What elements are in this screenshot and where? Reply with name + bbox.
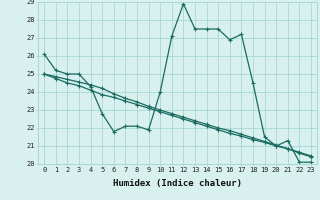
X-axis label: Humidex (Indice chaleur): Humidex (Indice chaleur) xyxy=(113,179,242,188)
